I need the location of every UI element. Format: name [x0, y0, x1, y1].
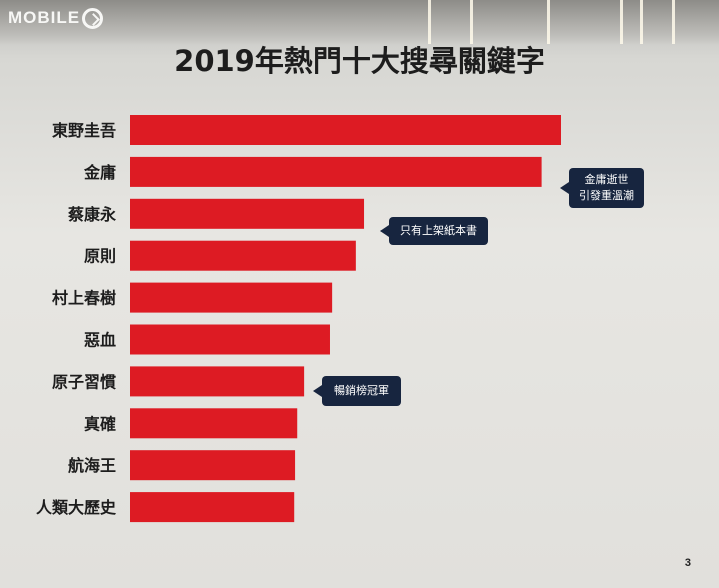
light-streak [428, 0, 431, 44]
category-label: 原子習慣 [52, 372, 116, 391]
bar-10 [130, 492, 295, 523]
callout-line: 引發重溫潮 [579, 189, 634, 202]
bar-3 [130, 198, 365, 229]
mobile01-logo: MOBILE [8, 6, 104, 30]
light-streak [640, 0, 643, 44]
bar-5 [130, 282, 333, 313]
category-label: 真確 [84, 414, 116, 433]
category-label: 蔡康永 [67, 205, 116, 224]
category-label: 金庸 [83, 163, 116, 182]
light-streak [672, 0, 675, 44]
category-label: 原則 [84, 247, 116, 266]
callout-text: 只有上架紙本書 [400, 224, 477, 237]
bar-8 [130, 408, 298, 439]
light-streak [470, 0, 473, 44]
callout-text: 暢銷榜冠軍 [334, 384, 389, 397]
stage-lights-background [0, 0, 719, 45]
page-number: 3 [684, 557, 691, 569]
light-streak [547, 0, 550, 44]
chart-title: 2019年熱門十大搜尋關鍵字 [174, 44, 545, 78]
bar-2 [130, 156, 542, 187]
category-label: 航海王 [68, 456, 116, 475]
logo-ring-icon [82, 7, 104, 29]
bar-9 [130, 450, 296, 481]
category-label: 村上春樹 [52, 289, 116, 308]
callout-line: 金庸逝世 [584, 173, 629, 186]
category-label: 惡血 [84, 331, 116, 350]
callout-jinyong-passing: 金庸逝世 引發重溫潮 [560, 168, 644, 208]
callout-paper-books-only: 只有上架紙本書 [380, 217, 488, 245]
light-streak [620, 0, 623, 44]
bar-6 [130, 324, 330, 355]
category-label: 東野圭吾 [52, 121, 116, 140]
bar-1 [130, 115, 561, 145]
bar-7 [130, 366, 305, 397]
logo-text: MOBILE [8, 8, 81, 27]
callout-bestseller-champion: 暢銷榜冠軍 [313, 376, 401, 406]
bar-4 [130, 240, 356, 271]
category-label: 人類大歷史 [36, 498, 117, 517]
